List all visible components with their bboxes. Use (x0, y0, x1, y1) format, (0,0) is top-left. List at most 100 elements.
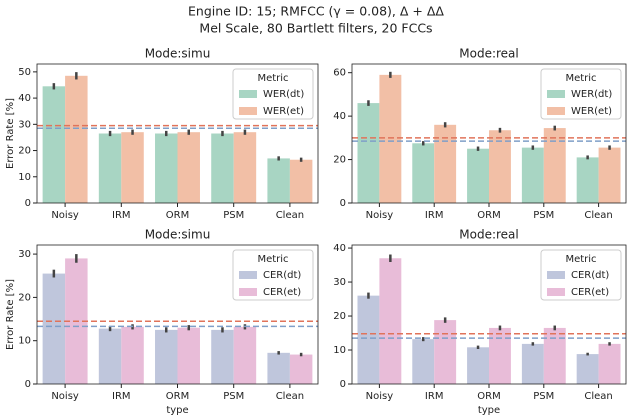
y-tick-label: 30 (18, 249, 31, 260)
y-tick-label: 20 (18, 292, 31, 303)
x-tick-label: Clean (584, 391, 612, 402)
bar (233, 326, 257, 384)
x-tick-label: PSM (533, 210, 554, 221)
legend-swatch (547, 90, 565, 98)
y-tick-label: 40 (18, 93, 31, 104)
bar (357, 103, 380, 203)
x-tick-label: Noisy (51, 391, 79, 402)
bar (576, 354, 599, 384)
y-axis-label: Error Rate [%] (5, 98, 16, 169)
chart-title: Mode:real (459, 47, 518, 61)
legend-box (540, 249, 622, 301)
y-tick-label: 10 (18, 336, 31, 347)
x-tick-label: ORM (477, 391, 500, 402)
bar (267, 158, 290, 203)
legend-box (540, 68, 622, 120)
bar (598, 147, 621, 203)
legend-label: CER(dt) (263, 270, 301, 281)
legend-box (232, 249, 314, 301)
bar (434, 320, 457, 384)
bar (576, 157, 599, 203)
y-tick-label: 20 (18, 146, 31, 157)
legend-title: Metric (257, 254, 288, 265)
bar (98, 328, 122, 384)
bar (177, 132, 200, 203)
x-axis-label: type (166, 405, 188, 416)
x-tick-label: Noisy (366, 391, 394, 402)
legend-swatch (239, 288, 257, 296)
legend-label: WER(dt) (571, 89, 612, 100)
legend-swatch (239, 271, 257, 279)
x-tick-label: ORM (166, 210, 189, 221)
bar (155, 133, 178, 203)
bar (379, 258, 402, 384)
bar (521, 343, 544, 384)
bar (379, 74, 402, 203)
bar (177, 327, 200, 384)
legend-label: WER(dt) (263, 89, 304, 100)
x-tick-label: ORM (477, 210, 500, 221)
bar (412, 143, 435, 203)
x-tick-label: PSM (223, 391, 244, 402)
bar (489, 327, 511, 384)
bar (543, 128, 566, 203)
legend-swatch (547, 288, 565, 296)
bar (211, 329, 234, 384)
legend-box (232, 68, 314, 120)
bar (121, 132, 144, 203)
y-tick-label: 0 (25, 379, 31, 390)
bar (42, 86, 66, 203)
y-tick-label: 40 (333, 243, 346, 254)
x-tick-label: ORM (166, 391, 189, 402)
chart-title: Mode:real (459, 228, 518, 242)
legend-swatch (547, 271, 565, 279)
y-tick-label: 0 (340, 198, 346, 209)
bar (412, 339, 435, 384)
x-tick-label: Clean (276, 210, 304, 221)
plot-frame (36, 244, 319, 385)
suptitle: Engine ID: 15; RMFCC (γ = 0.08), Δ + ΔΔ (188, 4, 444, 19)
y-tick-label: 60 (333, 68, 346, 79)
y-tick-label: 0 (25, 198, 31, 209)
y-tick-label: 50 (18, 67, 31, 78)
bar (598, 343, 621, 384)
bar (121, 326, 144, 384)
legend-label: CER(et) (263, 287, 301, 298)
bar (267, 352, 290, 384)
y-tick-label: 30 (333, 277, 346, 288)
x-tick-label: PSM (223, 210, 244, 221)
x-tick-label: IRM (425, 391, 444, 402)
plot-frame (36, 63, 319, 204)
legend-title: Metric (565, 254, 596, 265)
bar (42, 273, 66, 384)
chart-title: Mode:simu (145, 47, 211, 61)
x-tick-label: Noisy (51, 210, 79, 221)
y-tick-label: 20 (333, 311, 346, 322)
x-tick-label: Clean (584, 210, 612, 221)
bar (233, 132, 257, 203)
bar (521, 147, 544, 203)
bar (211, 133, 234, 203)
plot-frame (351, 63, 627, 204)
legend-title: Metric (565, 73, 596, 84)
bar (357, 295, 380, 384)
plot-frame (351, 244, 627, 385)
x-tick-label: IRM (425, 210, 444, 221)
y-axis-label: Error Rate [%] (5, 279, 16, 350)
bar (467, 347, 489, 384)
y-tick-label: 10 (18, 172, 31, 183)
legend-label: CER(dt) (571, 270, 609, 281)
y-tick-label: 30 (18, 119, 31, 130)
chart-title: Mode:simu (145, 228, 211, 242)
legend-label: CER(et) (571, 287, 609, 298)
bar (289, 159, 313, 203)
bar (98, 133, 122, 203)
x-tick-label: IRM (112, 391, 131, 402)
suptitle: Mel Scale, 80 Bartlett filters, 20 FCCs (199, 21, 432, 36)
legend-label: WER(et) (263, 106, 304, 117)
x-tick-label: Clean (276, 391, 304, 402)
bar (489, 130, 511, 203)
legend-swatch (239, 107, 257, 115)
y-tick-label: 20 (333, 155, 346, 166)
